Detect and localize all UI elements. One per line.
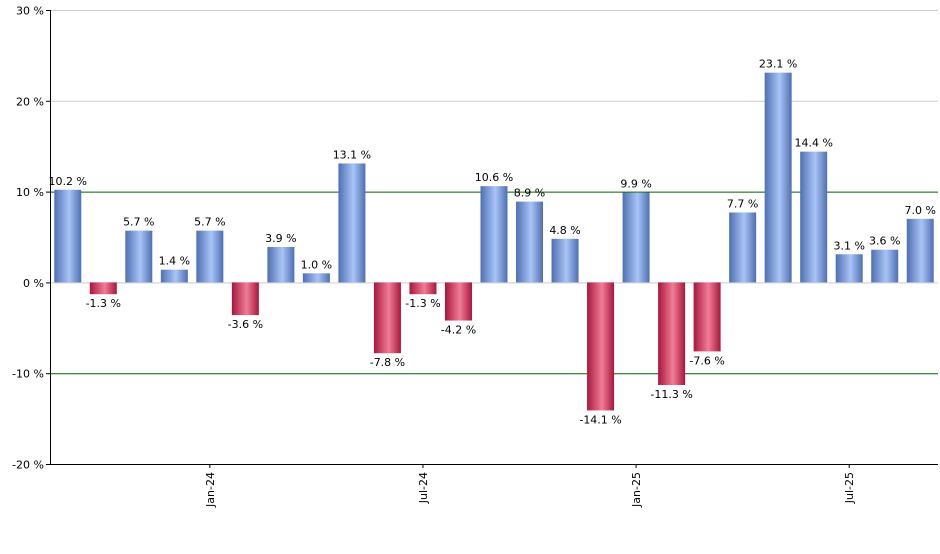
bar-negative	[231, 282, 259, 316]
y-tick-label: 20 %	[16, 95, 44, 108]
data-label: 1.4 %	[159, 255, 190, 268]
axes-layer: 30 % 20 % 10 % 0 % -10 % -20 % Jan-24 Jul-24 Jan…	[12, 5, 938, 508]
bar-positive	[480, 186, 508, 283]
data-label: 13.1 %	[333, 148, 371, 161]
data-label: 8.9 %	[514, 187, 545, 200]
data-label: 3.1 %	[833, 239, 864, 252]
y-tick-label: -20 %	[12, 459, 44, 472]
data-label: -11.3 %	[650, 388, 692, 401]
data-labels-layer: 10.2 % -1.3 % 5.7 % 1.4 % 5.7 % -3.6 % 3.9 % 1.…	[49, 58, 936, 427]
data-label: 10.2 %	[49, 175, 87, 188]
bar-positive	[551, 238, 579, 283]
bar-negative	[444, 282, 472, 321]
x-tick-label: Jan-24	[204, 472, 217, 508]
data-label: 3.9 %	[265, 232, 296, 245]
y-tick-label: 30 %	[16, 5, 44, 18]
data-label: -1.3 %	[86, 297, 121, 310]
bar-negative	[658, 282, 686, 386]
bar-positive	[196, 230, 224, 283]
bars-layer	[54, 72, 934, 411]
bar-positive	[729, 212, 757, 283]
y-tick-label: 0 %	[23, 277, 44, 290]
bar-negative	[693, 282, 721, 352]
x-tick-label: Jan-25	[630, 472, 643, 508]
x-tick-label: Jul-25	[843, 472, 856, 504]
data-label: -3.6 %	[228, 318, 263, 331]
bar-positive	[800, 151, 828, 283]
data-label: -7.6 %	[689, 354, 724, 367]
bar-positive	[160, 269, 188, 283]
bar-positive	[338, 163, 366, 283]
y-tick-label: 10 %	[16, 186, 44, 199]
data-label: 9.9 %	[620, 178, 651, 191]
data-label: 7.7 %	[727, 197, 758, 210]
bar-positive	[54, 189, 82, 283]
data-label: -14.1 %	[579, 413, 621, 426]
bar-negative	[587, 282, 615, 411]
bar-negative	[409, 282, 437, 295]
bar-positive	[906, 218, 934, 283]
bar-negative	[373, 282, 401, 354]
data-label: -7.8 %	[370, 356, 405, 369]
data-label: 10.6 %	[475, 171, 513, 184]
bar-negative	[89, 282, 117, 295]
bar-positive	[267, 246, 295, 283]
data-label: 14.4 %	[794, 137, 832, 150]
bar-positive	[516, 201, 544, 283]
bar-positive	[302, 273, 330, 283]
data-label: -4.2 %	[441, 324, 476, 337]
data-label: 23.1 %	[759, 58, 797, 71]
bar-positive	[835, 254, 863, 283]
data-label: 5.7 %	[194, 216, 225, 229]
bar-positive	[125, 230, 153, 283]
data-label: 3.6 %	[869, 235, 900, 248]
data-label: -1.3 %	[405, 297, 440, 310]
bar-positive	[871, 249, 899, 283]
data-label: 5.7 %	[123, 216, 154, 229]
bar-positive	[622, 192, 650, 283]
y-tick-label: -10 %	[12, 368, 44, 381]
data-label: 7.0 %	[905, 204, 936, 217]
data-label: 4.8 %	[549, 224, 580, 237]
bar-positive	[764, 72, 792, 283]
data-label: 1.0 %	[301, 258, 332, 271]
x-tick-label: Jul-24	[417, 472, 430, 504]
